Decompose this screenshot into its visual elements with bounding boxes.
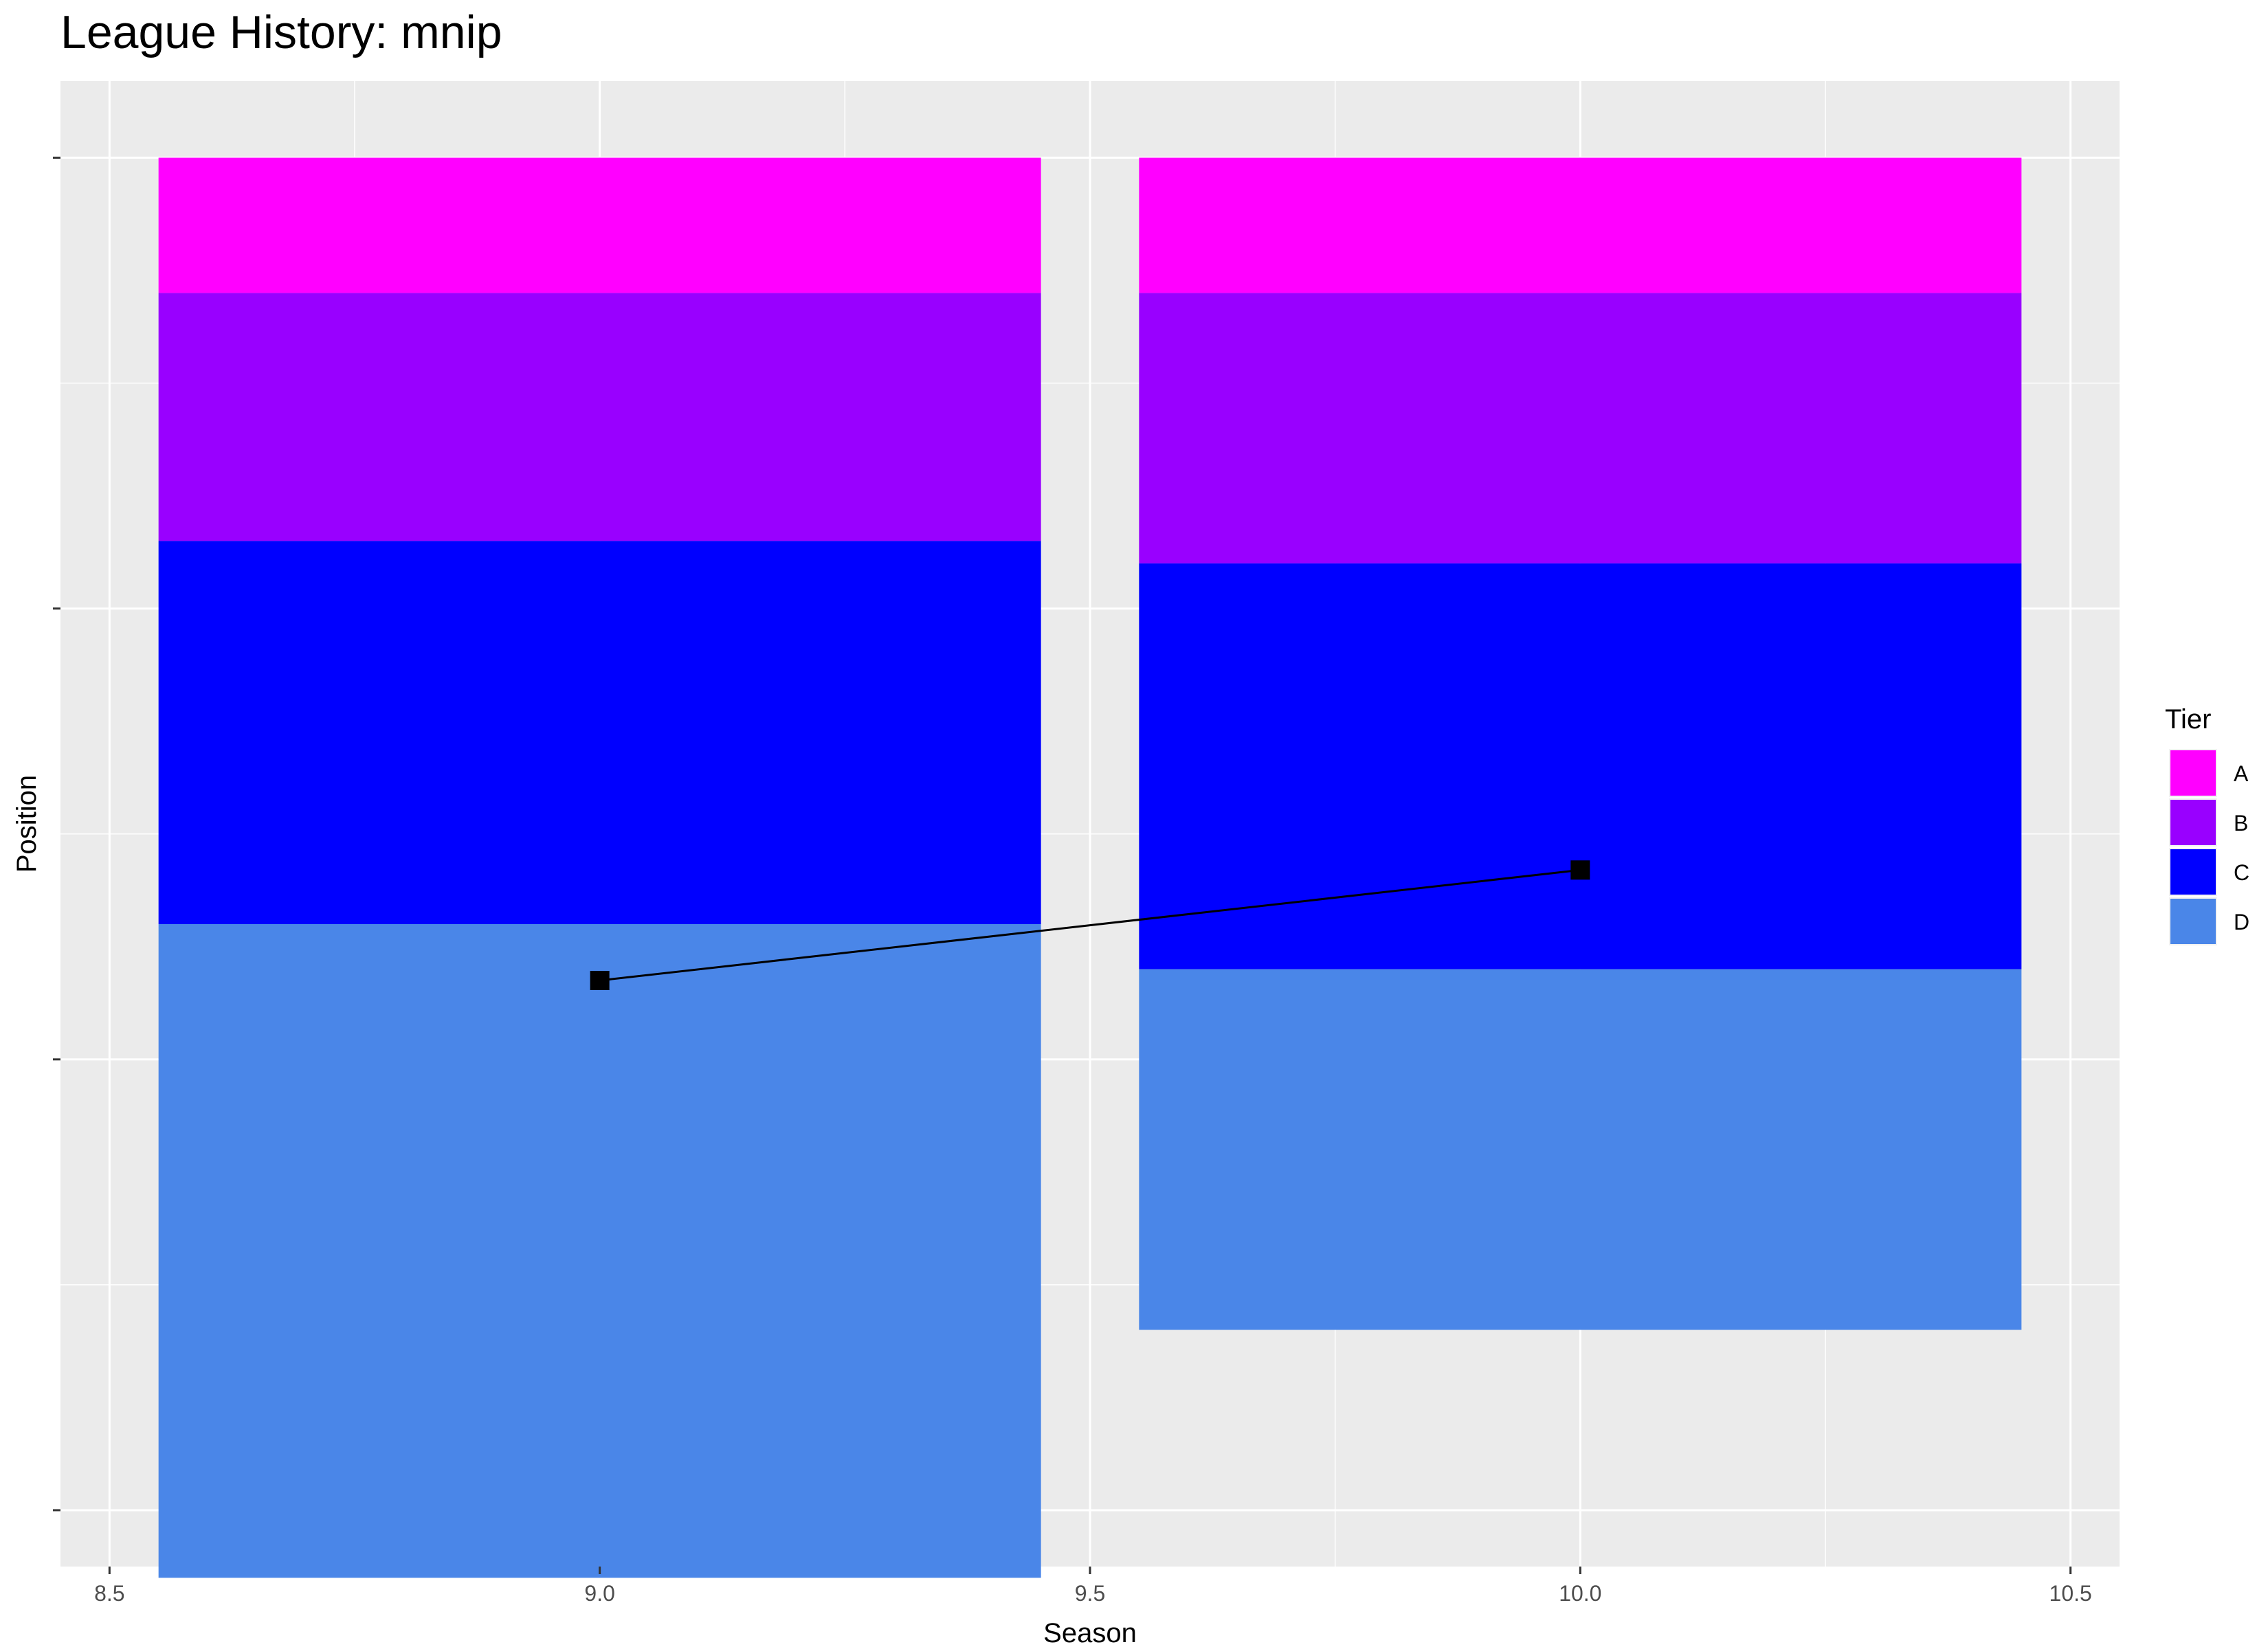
- bar-segment-c: [1139, 563, 2022, 969]
- legend-title: Tier: [2165, 704, 2211, 734]
- position-line: [590, 860, 1590, 991]
- legend-swatch-b: [2170, 800, 2216, 845]
- bar-segment-b: [1139, 293, 2022, 564]
- y-axis-title: Position: [12, 775, 42, 873]
- legend-label-c: C: [2234, 860, 2249, 885]
- x-tick-label: 9.5: [1075, 1581, 1105, 1606]
- bar-segment-d: [1139, 969, 2022, 1330]
- legend-swatch-a: [2170, 750, 2216, 796]
- legend-keys: A B C D: [2169, 749, 2249, 945]
- trend-line: [599, 868, 1581, 982]
- trend-point: [1570, 860, 1590, 880]
- trend-point: [590, 971, 610, 991]
- legend-swatch-d: [2170, 899, 2216, 944]
- bars: [158, 157, 2022, 1578]
- bar-segment-c: [158, 541, 1041, 924]
- x-tick-label: 10.5: [2049, 1581, 2092, 1606]
- bar-segment-b: [158, 293, 1041, 541]
- x-tick-label: 8.5: [94, 1581, 124, 1606]
- x-axis-title: Season: [1043, 1618, 1137, 1648]
- legend: Tier A B C D: [2165, 704, 2249, 945]
- legend-label-a: A: [2234, 761, 2249, 786]
- legend-label-d: D: [2234, 910, 2249, 934]
- x-tick-label: 9.0: [584, 1581, 614, 1606]
- bar-segment-a: [158, 157, 1041, 293]
- bar-segment-d: [158, 923, 1041, 1578]
- x-tick-label: 10.0: [1559, 1581, 1601, 1606]
- legend-swatch-c: [2170, 849, 2216, 895]
- legend-label-b: B: [2234, 811, 2248, 835]
- chart-title: League History: mnip: [60, 6, 502, 58]
- axes: 8.5 9.0 9.5 10.0 10.5: [53, 157, 2092, 1606]
- bar-segment-a: [1139, 157, 2022, 293]
